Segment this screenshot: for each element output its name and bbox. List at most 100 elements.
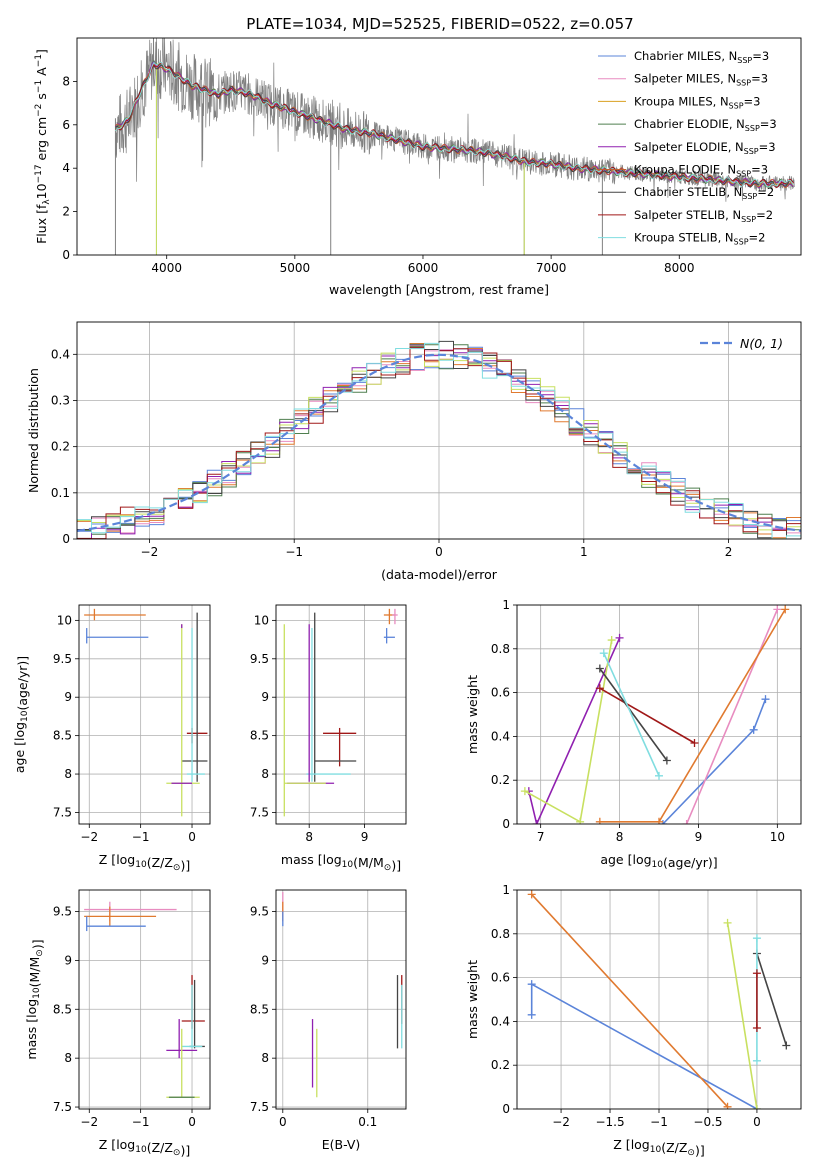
tspan: SSP <box>736 170 751 179</box>
data-point <box>749 725 758 734</box>
tspan: 10 <box>650 1145 662 1155</box>
x-axis-label: E(B-V) <box>322 1137 361 1152</box>
x-tick-label: 1 <box>580 545 588 559</box>
tspan: Chabrier ELODIE, N <box>634 117 745 131</box>
x-tick-label: −1 <box>285 545 303 559</box>
y-tick-label: 7.5 <box>250 805 269 819</box>
tspan: =3 <box>744 94 761 108</box>
tspan: (Z/Z <box>147 855 173 870</box>
y-axis-label: Flux [fλ10−17 erg cm−2 s−1 A−1] <box>34 49 52 244</box>
y-tick-label: 8 <box>64 1051 72 1065</box>
tspan: )] <box>391 858 401 873</box>
y-tick-label: 10 <box>254 613 269 627</box>
x-tick-label: 4000 <box>151 261 182 275</box>
plot-area <box>276 605 406 824</box>
x-tick-label: 5000 <box>280 261 311 275</box>
tspan: λ <box>42 199 52 205</box>
legend-entry: Chabrier STELIB, NSSP=2 <box>634 185 774 201</box>
x-axis-label: wavelength [Angstrom, rest frame] <box>329 282 549 297</box>
tspan: Salpeter ELODIE, N <box>634 140 744 154</box>
y-tick-label: 0.4 <box>51 347 70 361</box>
y-tick-label: 0.6 <box>491 971 510 985</box>
x-tick-label: 8 <box>616 830 624 844</box>
tspan: log <box>632 852 651 867</box>
y-tick-label: 9 <box>64 953 72 967</box>
tspan: log <box>24 999 39 1018</box>
y-tick-label: 9 <box>64 690 72 704</box>
tspan: Kroupa ELODIE, N <box>634 163 736 177</box>
y-tick-label: 8.5 <box>250 1002 269 1016</box>
legend-entry: Salpeter ELODIE, NSSP=3 <box>634 140 776 156</box>
tspan: mass [ <box>24 1018 39 1060</box>
x-tick-label: 6000 <box>408 261 439 275</box>
tspan: Salpeter STELIB, N <box>634 208 741 222</box>
tspan: −17 <box>34 164 44 183</box>
x-tick-label: 9 <box>361 830 369 844</box>
data-point <box>662 756 671 765</box>
x-axis-label: age [log10(age/yr)] <box>600 852 717 870</box>
y-tick-label: 7.5 <box>53 805 72 819</box>
tspan: =3 <box>759 140 776 154</box>
x-tick-label: 7000 <box>536 261 567 275</box>
tspan: Salpeter MILES, N <box>634 72 736 86</box>
data-point <box>752 1105 761 1109</box>
panel-7: 0 0.1 7.5 8 8.5 9 9.5 E(B-V) <box>250 889 407 1152</box>
y-tick-label: 0 <box>502 1102 510 1116</box>
y-tick-label: 8 <box>64 767 72 781</box>
y-tick-label: 0.4 <box>491 1014 510 1028</box>
plot-area <box>517 605 801 824</box>
y-tick-label: 8.5 <box>53 1002 72 1016</box>
y-tick-label: 9.5 <box>53 652 72 666</box>
y-tick-label: 8.5 <box>53 729 72 743</box>
tspan: Z [ <box>613 1137 630 1152</box>
series-5 <box>524 639 613 824</box>
tspan: SSP <box>729 101 744 110</box>
x-tick-label: 8 <box>305 830 313 844</box>
tspan: =3 <box>751 72 768 86</box>
tspan: 10 <box>135 860 147 870</box>
tspan: SSP <box>745 124 760 133</box>
histogram-series-9 <box>77 342 801 539</box>
x-tick-label: 0 <box>753 1115 761 1129</box>
y-tick-label: 0 <box>62 248 70 262</box>
y-tick-label: 10 <box>57 613 72 627</box>
x-tick-label: 0.1 <box>358 1115 377 1129</box>
tspan: =2 <box>749 231 766 245</box>
axes-frame <box>76 37 802 256</box>
normal-curve <box>77 353 801 532</box>
y-tick-label: 9 <box>261 690 269 704</box>
data-point <box>782 1041 791 1050</box>
tspan: SSP <box>734 238 749 247</box>
tspan: 10 <box>652 860 664 870</box>
y-tick-label: 0.6 <box>491 686 510 700</box>
tspan: SSP <box>741 215 756 224</box>
data-point <box>690 738 699 747</box>
y-tick-label: 9.5 <box>53 905 72 919</box>
tspan: Chabrier STELIB, N <box>634 185 742 199</box>
tspan: =3 <box>751 163 768 177</box>
data-point <box>527 980 536 989</box>
data-point <box>752 934 761 943</box>
legend-entry: Salpeter MILES, NSSP=3 <box>634 72 768 88</box>
series-4 <box>756 953 788 1046</box>
y-tick-label: 9.5 <box>250 652 269 666</box>
tspan: Z [ <box>99 852 116 867</box>
axes-frame <box>275 604 407 825</box>
data-point <box>520 787 529 796</box>
data-point <box>615 633 624 642</box>
x-tick-label: 0 <box>188 830 196 844</box>
axes-frame <box>516 604 802 825</box>
x-tick-label: 0 <box>279 1115 287 1129</box>
tspan: ⊙ <box>687 1148 695 1158</box>
axes-frame <box>76 321 802 540</box>
y-tick-label: 2 <box>62 205 70 219</box>
y-tick-label: 8.5 <box>250 729 269 743</box>
y-axis-label: age [log10(age/yr)] <box>12 656 30 773</box>
panel-2: −2 −1 0 1 2 0 0.1 0.2 0.3 0.4 (data-model)/error No… <box>26 321 802 582</box>
x-axis-label: Z [log10(Z/Z⊙)] <box>99 852 190 873</box>
x-tick-label: 8000 <box>664 261 695 275</box>
y-tick-label: 0 <box>62 532 70 546</box>
axes-frame <box>516 889 802 1110</box>
data-point <box>752 1056 761 1065</box>
